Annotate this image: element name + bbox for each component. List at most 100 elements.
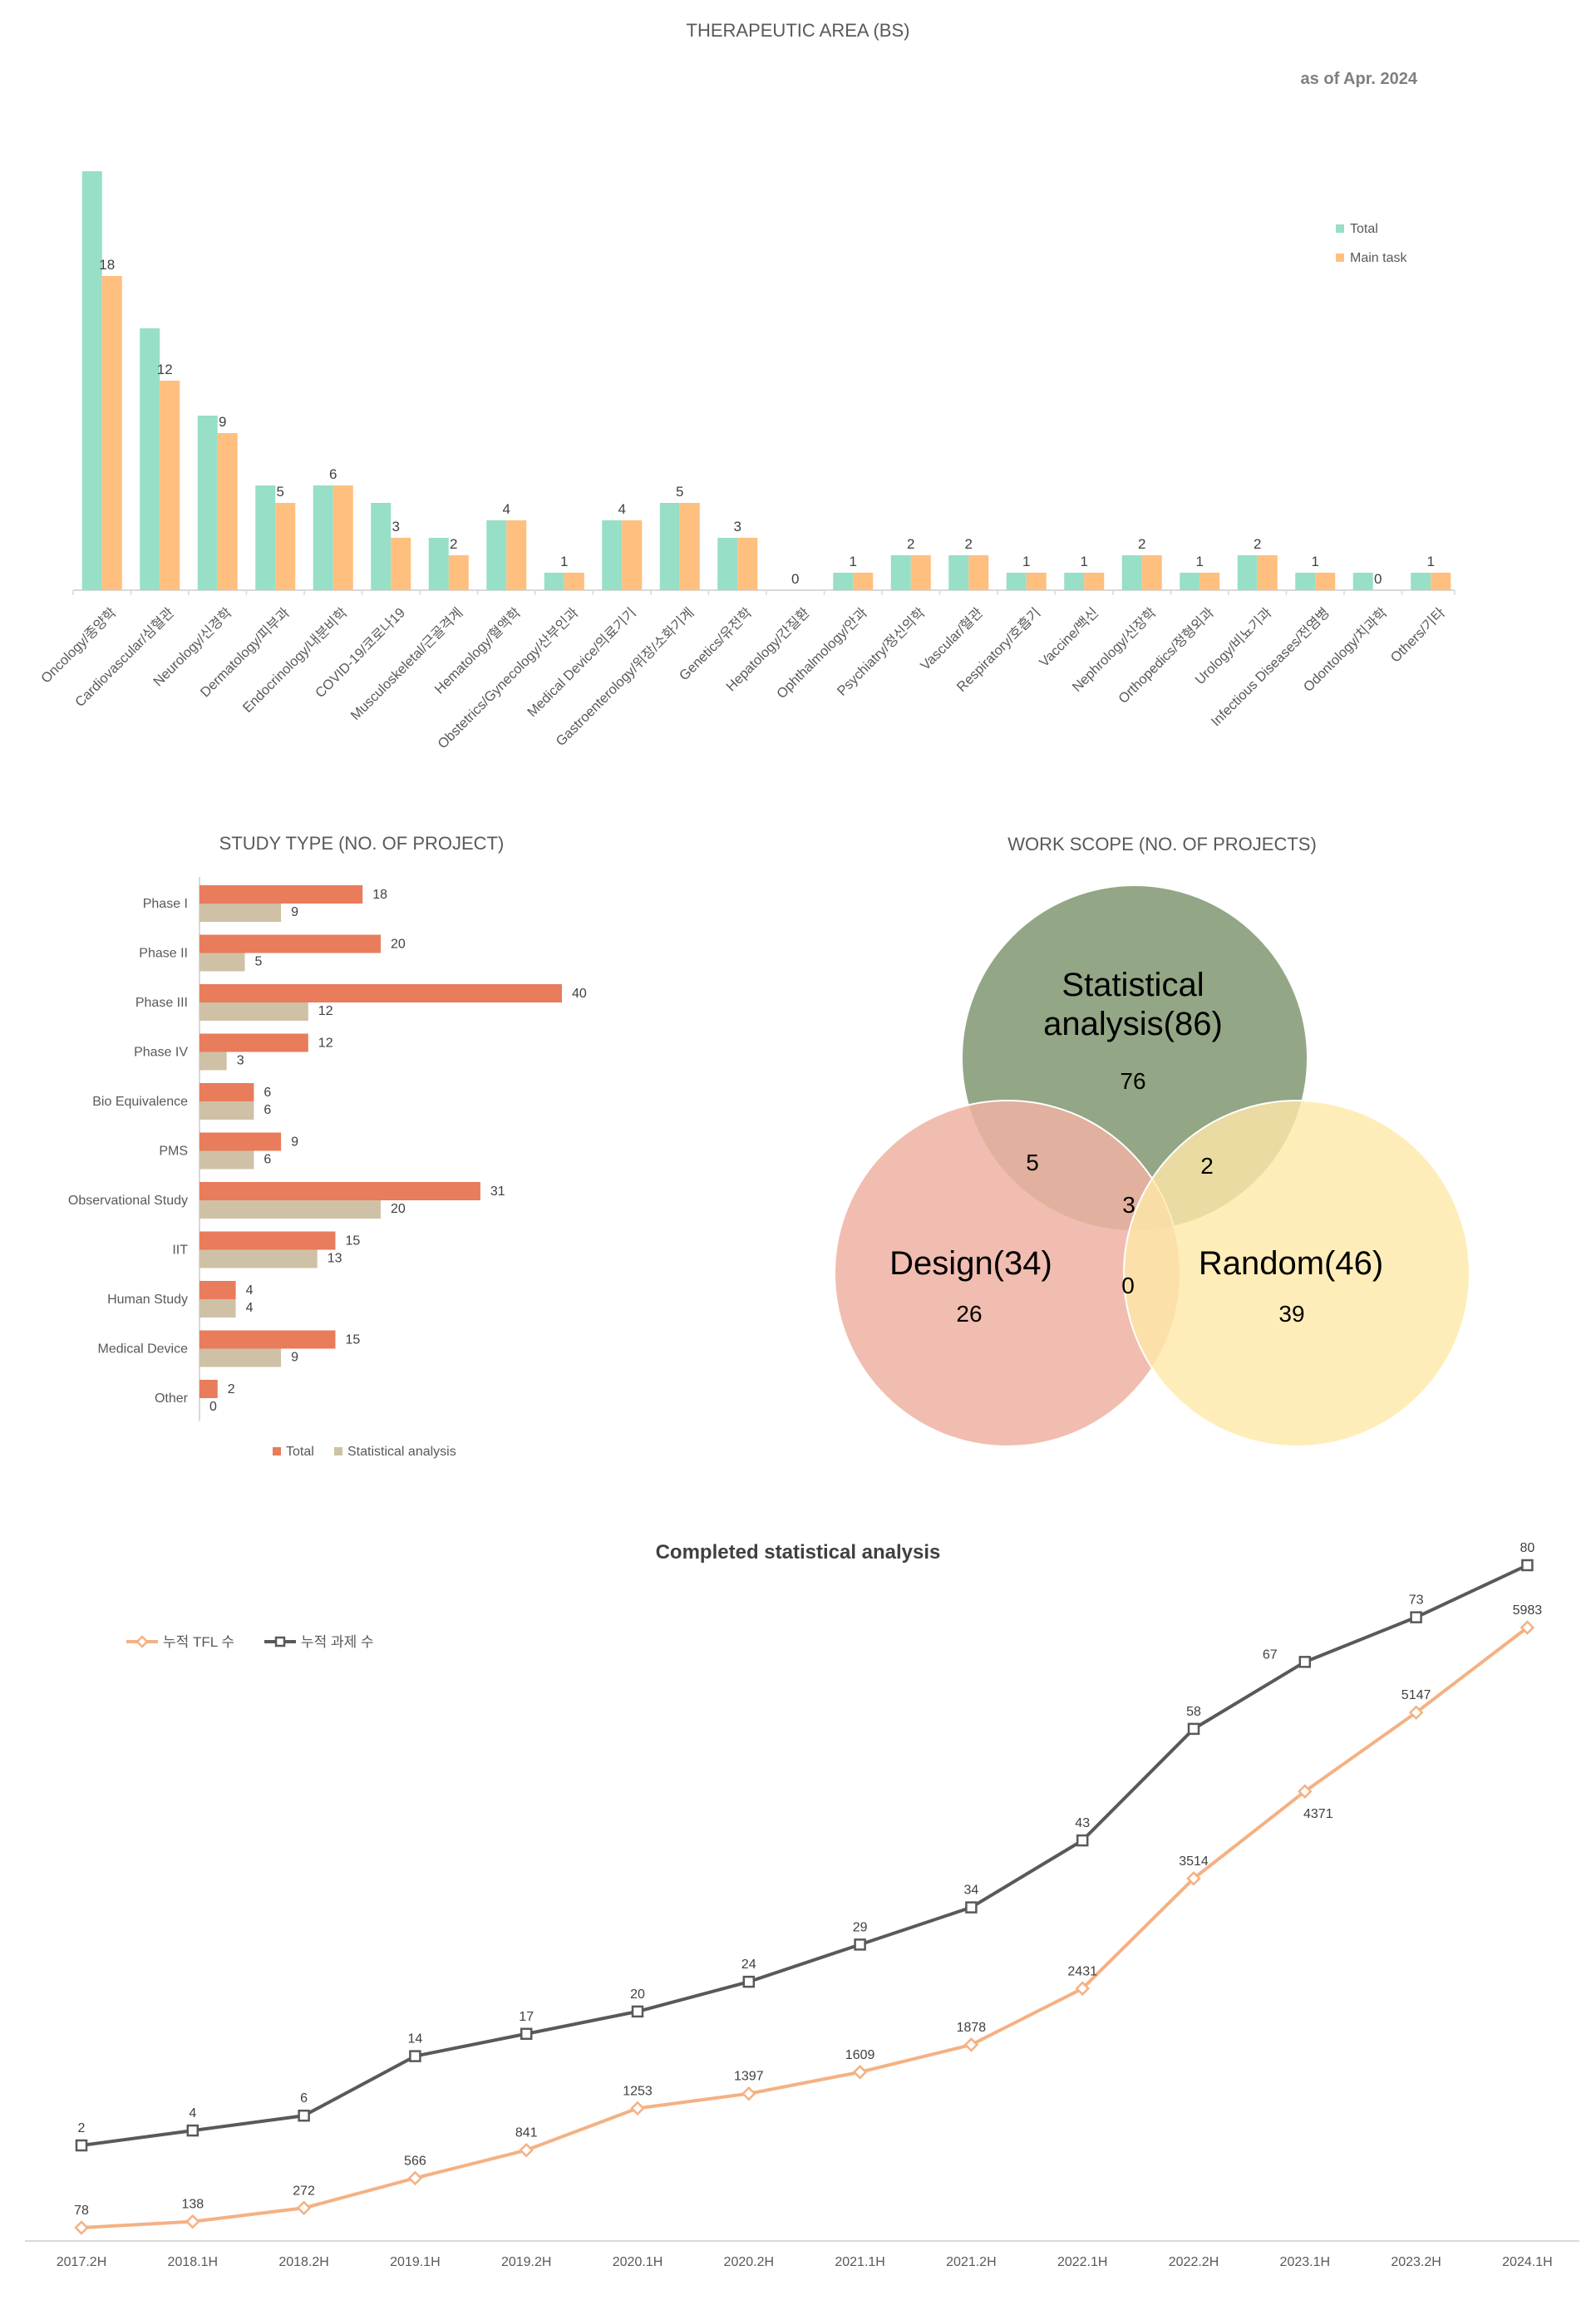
bar-main-task-13 xyxy=(853,573,874,590)
bar-total-18 xyxy=(1121,555,1142,590)
bar-total-5 xyxy=(371,503,392,590)
bar-total-0 xyxy=(81,171,102,590)
project-value-label: 58 xyxy=(1186,1705,1201,1719)
data-label: 2 xyxy=(450,536,457,552)
data-label: 3 xyxy=(734,519,741,534)
category-label: Medical Device xyxy=(98,1342,189,1357)
bar-stat-9 xyxy=(200,1348,282,1367)
tfl-value-label: 1397 xyxy=(734,2070,764,2084)
tfl-value-label: 1609 xyxy=(845,2048,875,2062)
bar-main-task-15 xyxy=(968,555,989,590)
tfl-value-label: 5147 xyxy=(1401,1688,1431,1702)
data-label-stat: 13 xyxy=(328,1252,342,1266)
count-all: 3 xyxy=(1122,1192,1135,1218)
project-marker-11 xyxy=(1298,1656,1312,1668)
data-label: 0 xyxy=(1374,571,1382,587)
tfl-marker-0 xyxy=(74,2220,89,2235)
tfl-marker-5 xyxy=(630,2101,645,2116)
legend-swatch-0 xyxy=(273,1447,281,1455)
category-label: Endocrinology/내분비학 xyxy=(239,604,351,716)
data-label: 5 xyxy=(676,484,683,500)
category-label: Orthopedics/정형외과 xyxy=(1116,604,1218,707)
tfl-marker-8 xyxy=(963,2037,979,2052)
tfl-value-label: 3514 xyxy=(1179,1854,1209,1869)
legend-label: Main task xyxy=(1350,251,1407,265)
chart-title: Completed statistical analysis xyxy=(656,1541,941,1564)
project-marker-5 xyxy=(631,2005,644,2018)
data-label: 1 xyxy=(1196,554,1204,569)
x-tick-label: 2023.1H xyxy=(1280,2255,1331,2269)
data-label: 3 xyxy=(392,519,400,534)
bar-stat-5 xyxy=(200,1150,254,1170)
bar-main-task-23 xyxy=(1431,573,1451,590)
project-marker-13 xyxy=(1521,1559,1534,1572)
bar-total-9 xyxy=(200,1330,336,1349)
category-label: Others/기타 xyxy=(1387,604,1448,665)
data-label-stat: 6 xyxy=(264,1103,271,1117)
category-label: Observational Study xyxy=(68,1194,188,1208)
bar-total-10 xyxy=(200,1380,218,1398)
legend-label: Total xyxy=(286,1445,314,1459)
data-label: 1 xyxy=(1022,554,1030,569)
x-tick-label: 2018.1H xyxy=(168,2255,219,2269)
x-tick-label: 2024.1H xyxy=(1502,2255,1553,2269)
data-label: 2 xyxy=(907,536,914,552)
project-marker-12 xyxy=(1410,1611,1422,1623)
count-stat-only: 76 xyxy=(1120,1068,1145,1094)
data-label-total: 31 xyxy=(490,1185,505,1199)
tfl-value-label: 272 xyxy=(293,2184,315,2198)
category-label: Phase IV xyxy=(134,1046,188,1060)
bar-total-8 xyxy=(200,1281,236,1299)
bar-total-1 xyxy=(200,934,381,953)
data-label-stat: 20 xyxy=(391,1202,406,1216)
project-value-label: 43 xyxy=(1075,1816,1090,1830)
bar-stat-0 xyxy=(200,904,282,922)
project-value-label: 2 xyxy=(78,2121,86,2135)
tfl-marker-2 xyxy=(296,2200,312,2216)
tfl-value-label: 5983 xyxy=(1513,1603,1543,1618)
bar-total-3 xyxy=(255,485,276,590)
x-tick-label: 2021.1H xyxy=(835,2255,885,2269)
category-label: Musculoskeletal/근골격계 xyxy=(347,604,466,723)
tfl-value-label: 78 xyxy=(74,2204,89,2218)
data-label-stat: 12 xyxy=(318,1004,333,1018)
project-value-label: 17 xyxy=(519,2010,534,2024)
count-design-only: 26 xyxy=(956,1301,982,1327)
work-scope-venn: WORK SCOPE (NO. OF PROJECTS) Statistical a… xyxy=(834,834,1470,1447)
tfl-value-label: 841 xyxy=(515,2126,538,2140)
legend-label: 누적 TFL 수 xyxy=(163,1634,234,1650)
project-value-label: 20 xyxy=(630,1987,645,2002)
category-label: PMS xyxy=(159,1145,188,1159)
bar-main-task-20 xyxy=(1257,555,1278,590)
bar-main-task-16 xyxy=(1026,573,1047,590)
tfl-value-label: 566 xyxy=(404,2154,426,2168)
tfl-value-label: 138 xyxy=(181,2198,204,2212)
venn-circle-2 xyxy=(1123,1100,1470,1447)
bar-total-22 xyxy=(1352,573,1373,590)
bar-total-2 xyxy=(200,984,562,1002)
set-name-random: Random(46) xyxy=(1199,1245,1383,1282)
data-label: 0 xyxy=(791,571,799,587)
therapeutic-area-chart: THERAPEUTIC AREA (BS)as of Apr. 202418On… xyxy=(37,20,1456,748)
data-label: 4 xyxy=(503,501,510,517)
project-value-label: 80 xyxy=(1520,1541,1535,1555)
bar-stat-3 xyxy=(200,1052,227,1071)
bar-total-4 xyxy=(313,485,333,590)
count-stat-design: 5 xyxy=(1026,1150,1039,1175)
bar-main-task-6 xyxy=(448,555,469,590)
bar-main-task-18 xyxy=(1141,555,1162,590)
bar-total-15 xyxy=(948,555,969,590)
data-label-total: 18 xyxy=(372,888,387,902)
bar-stat-1 xyxy=(200,953,245,972)
data-label-total: 15 xyxy=(346,1234,361,1249)
data-label-stat: 6 xyxy=(264,1153,271,1167)
bar-total-7 xyxy=(200,1231,336,1250)
tfl-value-label: 4371 xyxy=(1303,1807,1333,1821)
chart-title: STUDY TYPE (NO. OF PROJECT) xyxy=(219,833,505,854)
as-of-date: as of Apr. 2024 xyxy=(1301,70,1418,88)
project-marker-1 xyxy=(186,2124,200,2137)
set-name-design: Design(34) xyxy=(889,1245,1052,1282)
project-value-label: 67 xyxy=(1263,1647,1278,1662)
tfl-marker-3 xyxy=(407,2170,423,2186)
